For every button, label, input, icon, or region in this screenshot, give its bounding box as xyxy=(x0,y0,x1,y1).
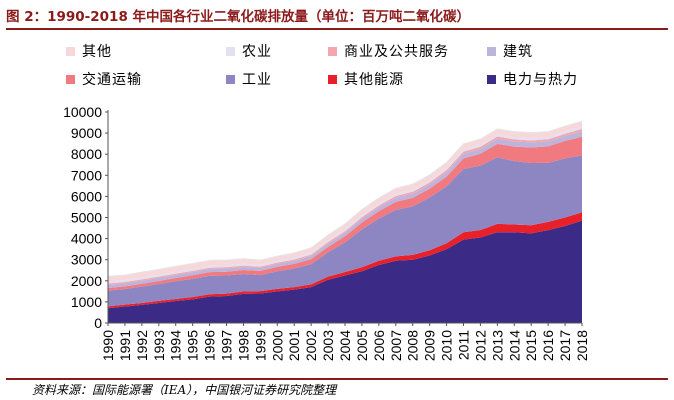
x-tick-label: 1990 xyxy=(100,330,116,361)
legend-label: 交通运输 xyxy=(82,72,142,88)
y-tick-label: 10000 xyxy=(63,104,102,120)
chart-title: 图 2：1990-2018 年中国各行业二氧化碳排放量（单位：百万吨二氧化碳） xyxy=(6,6,668,30)
legend-swatch xyxy=(328,46,337,56)
legend-item-building: 建筑 xyxy=(487,42,533,62)
x-tick-label: 1996 xyxy=(202,330,218,361)
x-tick-label: 2009 xyxy=(422,330,438,361)
area-top-edge xyxy=(107,120,583,277)
x-tick-label: 2013 xyxy=(489,330,505,361)
x-tick-label: 2018 xyxy=(574,330,590,361)
x-tick-label: 2001 xyxy=(286,330,302,361)
x-tick-label: 2012 xyxy=(472,330,488,361)
x-tick-label: 2006 xyxy=(371,330,387,361)
x-tick-label: 1999 xyxy=(252,330,268,361)
x-tick-label: 2004 xyxy=(337,330,353,361)
area-other xyxy=(108,121,582,282)
legend-item-other_energy: 其他能源 xyxy=(328,70,404,90)
area-power_heat xyxy=(108,220,582,323)
legend-swatch xyxy=(66,74,75,84)
y-tick-label: 6000 xyxy=(71,188,102,204)
y-tick-label: 1000 xyxy=(71,294,102,310)
x-tick-label: 2016 xyxy=(540,330,556,361)
x-tick-label: 1994 xyxy=(168,330,184,361)
x-tick-label: 2011 xyxy=(456,330,472,360)
x-tick-label: 2005 xyxy=(354,330,370,361)
x-tick-label: 2003 xyxy=(320,330,336,361)
x-tick-label: 1995 xyxy=(185,330,201,361)
legend-label: 其他 xyxy=(82,44,112,60)
legend-item-commercial: 商业及公共服务 xyxy=(328,42,449,62)
y-tick-label: 0 xyxy=(94,315,102,331)
legend: 其他 农业 商业及公共服务 建筑交通运输 工业 其他能源 电力与热力 xyxy=(66,42,666,96)
source-note: 资料来源：国际能源署（IEA），中国银河证券研究院整理 xyxy=(6,378,668,398)
x-tick-label: 1993 xyxy=(151,330,167,361)
y-tick-label: 7000 xyxy=(71,167,102,183)
source-text: 资料来源：国际能源署（IEA），中国银河证券研究院整理 xyxy=(32,383,337,397)
x-tick-label: 2008 xyxy=(405,330,421,361)
x-tick-label: 1992 xyxy=(134,330,150,361)
legend-swatch xyxy=(226,46,235,56)
x-tick-label: 2000 xyxy=(269,330,285,361)
legend-swatch xyxy=(487,74,496,84)
x-tick-label: 2002 xyxy=(303,330,319,361)
x-tick-label: 1998 xyxy=(235,330,251,361)
x-tick-label: 1997 xyxy=(219,330,235,361)
legend-label: 工业 xyxy=(242,72,272,88)
y-tick-label: 5000 xyxy=(71,210,102,226)
legend-swatch xyxy=(328,74,337,84)
area-layers xyxy=(108,121,582,323)
area-building xyxy=(108,131,582,288)
legend-item-other: 其他 xyxy=(66,42,112,62)
legend-label: 商业及公共服务 xyxy=(344,44,449,60)
legend-item-transport: 交通运输 xyxy=(66,70,142,90)
y-tick-label: 8000 xyxy=(71,146,102,162)
x-tick-label: 2017 xyxy=(557,330,573,361)
legend-swatch xyxy=(487,46,496,56)
legend-item-power_heat: 电力与热力 xyxy=(487,70,578,90)
legend-item-agriculture: 农业 xyxy=(226,42,272,62)
legend-label: 建筑 xyxy=(503,44,533,60)
legend-label: 电力与热力 xyxy=(503,72,578,88)
legend-label: 其他能源 xyxy=(344,72,404,88)
chart-title-text: 图 2：1990-2018 年中国各行业二氧化碳排放量（单位：百万吨二氧化碳） xyxy=(6,9,471,25)
x-tick-label: 2015 xyxy=(523,330,539,361)
legend-label: 农业 xyxy=(242,44,272,60)
y-tick-label: 9000 xyxy=(71,125,102,141)
x-tick-label: 2007 xyxy=(388,330,404,361)
area-industry xyxy=(108,155,582,307)
x-tick-label: 1991 xyxy=(117,330,133,361)
y-tick-label: 4000 xyxy=(71,231,102,247)
area-transport xyxy=(108,136,582,291)
y-tick-label: 2000 xyxy=(71,273,102,289)
x-tick-label: 2010 xyxy=(439,330,455,361)
area-other_energy xyxy=(108,212,582,309)
x-tick-label: 2014 xyxy=(506,330,522,361)
y-tick-label: 3000 xyxy=(71,252,102,268)
legend-item-industry: 工业 xyxy=(226,70,272,90)
legend-swatch xyxy=(226,74,235,84)
legend-swatch xyxy=(66,46,75,56)
